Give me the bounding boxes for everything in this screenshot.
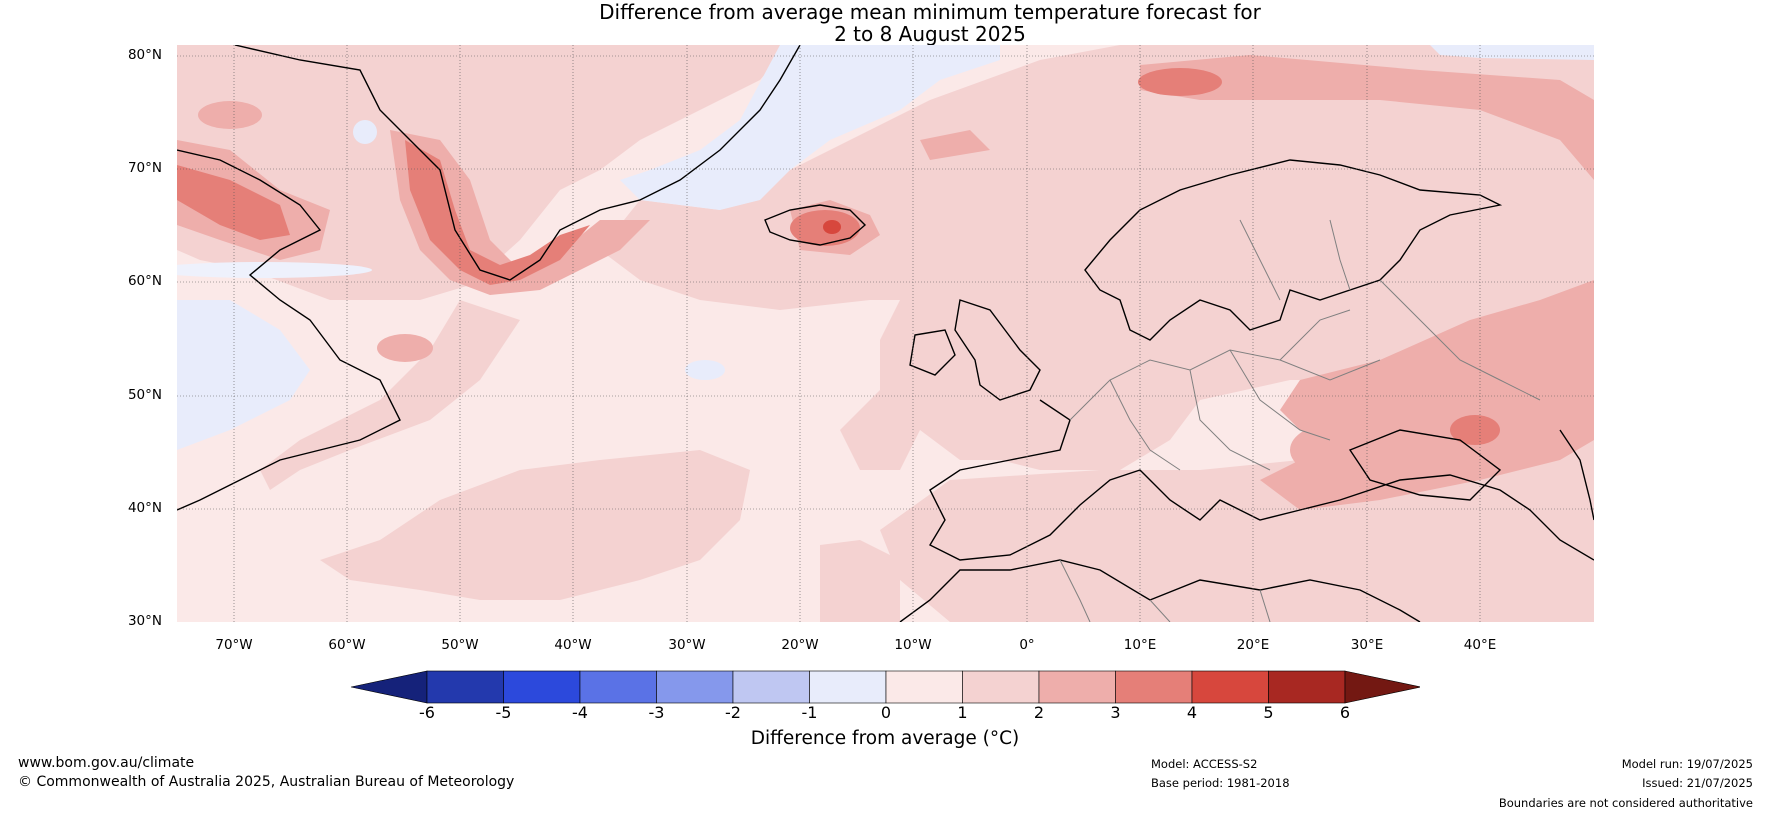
lat-label-30n: 30°N bbox=[127, 613, 162, 629]
colorbar-tick-label: -5 bbox=[495, 703, 512, 722]
colorbar-cell bbox=[1038, 670, 1116, 704]
lon-label-0: 0° bbox=[1019, 637, 1035, 653]
colorbar-tick-label: -1 bbox=[801, 703, 818, 722]
lon-label-20w: 20°W bbox=[781, 637, 819, 653]
anomaly-band-4-5 bbox=[823, 220, 841, 234]
colorbar-tick-label: -6 bbox=[419, 703, 435, 722]
lon-label-60w: 60°W bbox=[328, 637, 366, 653]
colorbar-tick-label: 2 bbox=[1033, 703, 1045, 722]
lon-label-20e: 20°E bbox=[1236, 637, 1270, 653]
colorbar-tick-label: 1 bbox=[957, 703, 968, 722]
lon-label-40w: 40°W bbox=[554, 637, 592, 653]
lon-label-10e: 10°E bbox=[1123, 637, 1157, 653]
anomaly-band-3-4 bbox=[177, 68, 1500, 445]
colorbar-cell bbox=[1115, 670, 1193, 704]
graticule bbox=[177, 45, 1594, 622]
forecast-map[interactable] bbox=[0, 0, 1770, 630]
colorbar bbox=[350, 670, 1420, 704]
lon-label-50w: 50°W bbox=[441, 637, 479, 653]
colorbar-cell bbox=[809, 670, 887, 704]
colorbar-cell bbox=[426, 670, 504, 704]
colorbar-extend-high bbox=[1344, 670, 1420, 704]
colorbar-tick-label: 6 bbox=[1339, 703, 1351, 722]
chart-title: Difference from average mean minimum tem… bbox=[599, 0, 1261, 24]
colorbar-label: Difference from average (°C) bbox=[750, 728, 1020, 749]
chart-subtitle: 2 to 8 August 2025 bbox=[834, 22, 1026, 46]
anomaly-band-1-2 bbox=[177, 45, 1594, 622]
lon-label-30e: 30°E bbox=[1350, 637, 1384, 653]
colorbar-cell bbox=[579, 670, 657, 704]
lat-label-60n: 60°N bbox=[127, 273, 162, 289]
colorbar-tick-label: 3 bbox=[1110, 703, 1121, 722]
issued-date: Issued: 21/07/2025 bbox=[1642, 776, 1753, 790]
colorbar-extend-low bbox=[350, 670, 428, 704]
colorbar-tick-label: 0 bbox=[880, 703, 892, 722]
model-run: Model run: 19/07/2025 bbox=[1621, 757, 1753, 771]
colorbar-tick-label: 4 bbox=[1186, 703, 1198, 722]
land-coastline bbox=[177, 45, 1594, 622]
colorbar-tick-label: -4 bbox=[572, 703, 588, 722]
website-link[interactable]: www.bom.gov.au/climate bbox=[18, 755, 195, 771]
lat-label-40n: 40°N bbox=[127, 500, 162, 516]
colorbar-tick-label: -2 bbox=[725, 703, 741, 722]
colorbar-cell bbox=[656, 670, 734, 704]
colorbar-cell bbox=[962, 670, 1040, 704]
base-period: Base period: 1981-2018 bbox=[1151, 776, 1290, 790]
lon-label-70w: 70°W bbox=[215, 637, 253, 653]
lon-label-40e: 40°E bbox=[1463, 637, 1497, 653]
model-name: Model: ACCESS-S2 bbox=[1151, 757, 1258, 771]
colorbar-cell bbox=[1268, 670, 1346, 704]
lat-label-70n: 70°N bbox=[127, 160, 162, 176]
colorbar-tick-label: -3 bbox=[648, 703, 665, 722]
colorbar-cell bbox=[732, 670, 810, 704]
boundaries-disclaimer: Boundaries are not considered authoritat… bbox=[1498, 796, 1753, 810]
colorbar-cell bbox=[1191, 670, 1269, 704]
lon-label-30w: 30°W bbox=[668, 637, 706, 653]
country-borders bbox=[1059, 219, 1541, 622]
copyright-text: © Commonwealth of Australia 2025, Austra… bbox=[18, 774, 515, 790]
colorbar-cell bbox=[885, 670, 963, 704]
lat-label-80n: 80°N bbox=[127, 47, 162, 63]
lat-label-50n: 50°N bbox=[127, 387, 162, 403]
lon-label-10w: 10°W bbox=[894, 637, 932, 653]
colorbar-tick-label: 5 bbox=[1263, 703, 1274, 722]
colorbar-cell bbox=[503, 670, 581, 704]
